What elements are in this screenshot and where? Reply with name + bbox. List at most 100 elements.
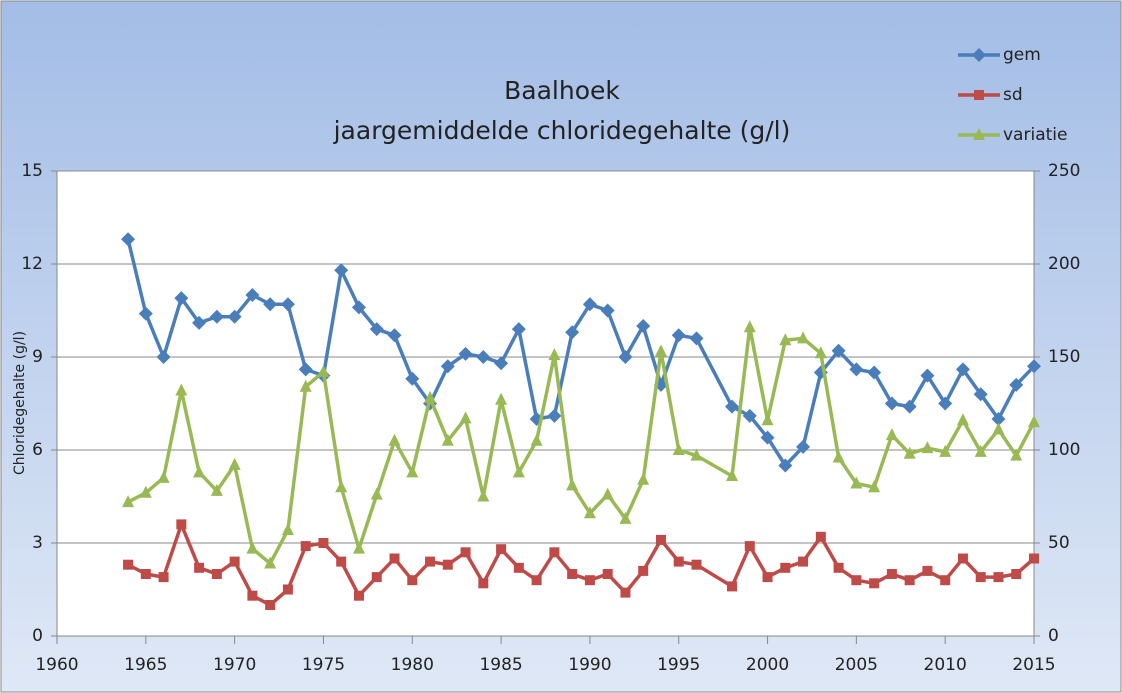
- marker: [494, 356, 509, 371]
- chart-subtitle: jaargemiddelde chloridegehalte (g/l): [333, 116, 791, 145]
- marker: [1009, 377, 1024, 392]
- marker: [246, 541, 259, 554]
- marker: [335, 480, 348, 493]
- marker: [583, 506, 596, 519]
- marker: [884, 396, 899, 411]
- marker: [566, 478, 579, 491]
- y-tick-label: 3: [32, 533, 43, 553]
- marker: [318, 538, 329, 548]
- marker: [459, 411, 472, 424]
- marker: [351, 300, 366, 315]
- marker: [441, 433, 454, 446]
- marker: [336, 556, 347, 567]
- marker: [176, 519, 187, 530]
- marker: [975, 572, 986, 583]
- marker: [442, 559, 453, 570]
- marker: [263, 297, 278, 312]
- marker: [779, 333, 792, 346]
- marker: [334, 263, 349, 278]
- marker: [369, 322, 384, 337]
- marker: [194, 562, 205, 573]
- y-axis-label: Chloridegehalte (g/l): [12, 331, 28, 475]
- marker: [265, 600, 276, 610]
- marker: [886, 569, 897, 579]
- marker: [567, 569, 578, 579]
- marker: [174, 291, 189, 306]
- marker: [920, 368, 935, 383]
- marker: [867, 365, 882, 380]
- marker: [582, 297, 597, 312]
- marker: [122, 495, 135, 508]
- marker: [1028, 415, 1040, 428]
- marker: [815, 531, 826, 542]
- marker: [228, 457, 241, 470]
- marker: [655, 534, 666, 545]
- marker: [993, 572, 1004, 583]
- marker: [832, 450, 845, 463]
- marker: [565, 325, 580, 340]
- marker: [851, 575, 862, 586]
- marker: [938, 396, 953, 411]
- marker: [229, 556, 240, 567]
- y-tick-label: 9: [32, 347, 43, 367]
- chart-title: Baalhoek: [504, 76, 620, 105]
- marker: [264, 556, 277, 569]
- y-tick-label: 6: [32, 440, 43, 460]
- marker: [903, 446, 916, 459]
- marker: [407, 575, 418, 586]
- marker: [974, 90, 984, 100]
- marker: [798, 556, 809, 567]
- marker: [460, 547, 471, 558]
- x-tick-label: 1975: [302, 655, 345, 675]
- marker: [956, 413, 969, 426]
- marker: [814, 346, 827, 359]
- legend-label: sd: [1003, 85, 1023, 105]
- marker: [743, 320, 756, 333]
- marker: [833, 562, 844, 573]
- marker: [600, 303, 615, 318]
- marker: [458, 346, 473, 361]
- x-tick-label: 1985: [479, 655, 522, 675]
- marker: [478, 578, 489, 589]
- marker: [902, 399, 917, 414]
- marker: [210, 483, 223, 496]
- marker: [512, 465, 525, 478]
- marker: [850, 476, 863, 489]
- marker: [761, 413, 774, 426]
- marker: [904, 575, 915, 586]
- marker: [690, 448, 703, 461]
- marker: [300, 541, 311, 552]
- marker: [973, 387, 988, 402]
- marker: [955, 362, 970, 377]
- marker: [140, 569, 151, 579]
- marker: [671, 328, 686, 343]
- marker: [744, 541, 755, 552]
- marker: [797, 331, 810, 344]
- marker: [602, 569, 613, 579]
- marker: [620, 587, 631, 598]
- marker: [637, 472, 650, 485]
- x-tick-label: 1960: [35, 655, 78, 675]
- marker: [831, 343, 846, 358]
- marker: [778, 458, 793, 473]
- y-tick-label: 15: [21, 161, 43, 181]
- marker: [531, 575, 542, 586]
- marker: [638, 565, 649, 576]
- y2-tick-label: 50: [1048, 533, 1070, 553]
- marker: [388, 433, 401, 446]
- marker: [654, 344, 667, 357]
- marker: [672, 443, 685, 455]
- marker: [619, 511, 632, 524]
- marker: [530, 433, 543, 446]
- marker: [762, 572, 773, 583]
- marker: [245, 288, 260, 302]
- marker: [298, 362, 313, 377]
- marker: [547, 408, 562, 423]
- marker: [974, 444, 987, 457]
- marker: [922, 565, 933, 576]
- marker: [317, 364, 330, 377]
- x-tick-label: 2010: [924, 655, 967, 675]
- x-tick-label: 2000: [746, 655, 789, 675]
- marker: [138, 306, 153, 321]
- marker: [352, 541, 365, 554]
